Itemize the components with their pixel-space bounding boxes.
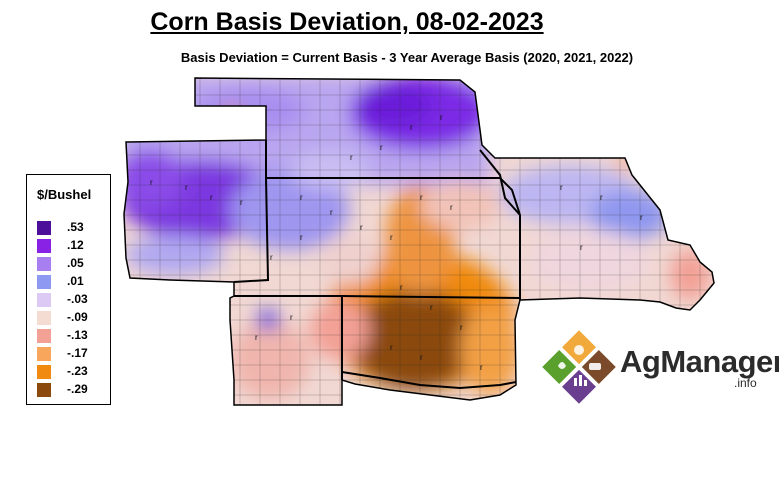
marker: r [185, 183, 188, 192]
legend-swatch [37, 347, 51, 361]
marker: r [450, 203, 453, 212]
legend-swatch [37, 239, 51, 253]
region-outline [123, 77, 715, 406]
marker: r [390, 343, 393, 352]
legend-swatch [37, 275, 51, 289]
agmanager-logo: AgManager .info [540, 326, 779, 406]
marker: r [360, 223, 363, 232]
marker: r [380, 143, 383, 152]
marker: r [410, 123, 413, 132]
legend-swatch [37, 383, 51, 397]
legend-label: .12 [67, 238, 84, 252]
map-subtitle: Basis Deviation = Current Basis - 3 Year… [180, 50, 634, 65]
elevator-markers: r r r r r r r r r r r r r r r r r r r r r r r r r r r… [150, 113, 643, 372]
boundary-co-ks [233, 177, 270, 283]
marker: r [560, 183, 563, 192]
marker: r [390, 233, 393, 242]
marker: r [420, 193, 423, 202]
legend-swatch [37, 293, 51, 307]
marker: r [440, 113, 443, 122]
legend-item: .05 [37, 256, 107, 271]
marker: r [350, 153, 353, 162]
legend-label: -.29 [67, 382, 88, 396]
legend-item: -.17 [37, 346, 107, 361]
marker: r [400, 283, 403, 292]
map-title: Corn Basis Deviation, 08-02-2023 [150, 8, 544, 36]
legend-item: -.03 [37, 292, 107, 307]
legend-swatch [37, 221, 51, 235]
agmanager-logo-suffix: .info [734, 376, 757, 390]
marker: r [460, 323, 463, 332]
marker: r [255, 333, 258, 342]
marker: r [600, 193, 603, 202]
state-boundaries [233, 140, 521, 390]
marker: r [430, 303, 433, 312]
legend-title: $/Bushel [37, 187, 92, 202]
legend-label: -.23 [67, 364, 88, 378]
boundary-ok-tx [341, 371, 517, 390]
legend-label: .53 [67, 220, 84, 234]
marker: r [300, 193, 303, 202]
legend-item: .12 [37, 238, 107, 253]
legend-swatch [37, 365, 51, 379]
boundary-ks-ok [341, 295, 521, 299]
marker: r [640, 213, 643, 222]
legend: $/Bushel .53 .12 .05 .01 -.03 -.09 -.13 … [26, 174, 111, 405]
legend-item: -.13 [37, 328, 107, 343]
legend-label: .05 [67, 256, 84, 270]
marker: r [480, 363, 483, 372]
legend-label: -.13 [67, 328, 88, 342]
legend-swatch [37, 257, 51, 271]
legend-swatch [37, 329, 51, 343]
marker: r [300, 233, 303, 242]
agmanager-logo-icon [540, 328, 618, 406]
legend-item: -.23 [37, 364, 107, 379]
legend-label: -.09 [67, 310, 88, 324]
legend-item: -.29 [37, 382, 107, 397]
boundary-ok-panhandle [234, 295, 343, 380]
marker: r [240, 198, 243, 207]
legend-label: -.03 [67, 292, 88, 306]
legend-item: .01 [37, 274, 107, 289]
marker: r [210, 193, 213, 202]
marker: r [290, 313, 293, 322]
boundary-ne-ks [266, 177, 521, 216]
marker: r [270, 253, 273, 262]
legend-item: .53 [37, 220, 107, 235]
boundary-ne-ia-mo [479, 149, 521, 216]
legend-label: .01 [67, 274, 84, 288]
agmanager-logo-text: AgManager [620, 344, 779, 379]
legend-swatch [37, 311, 51, 325]
marker: r [420, 353, 423, 362]
marker: r [580, 243, 583, 252]
marker: r [150, 178, 153, 187]
legend-label: -.17 [67, 346, 88, 360]
marker: r [330, 208, 333, 217]
legend-item: -.09 [37, 310, 107, 325]
